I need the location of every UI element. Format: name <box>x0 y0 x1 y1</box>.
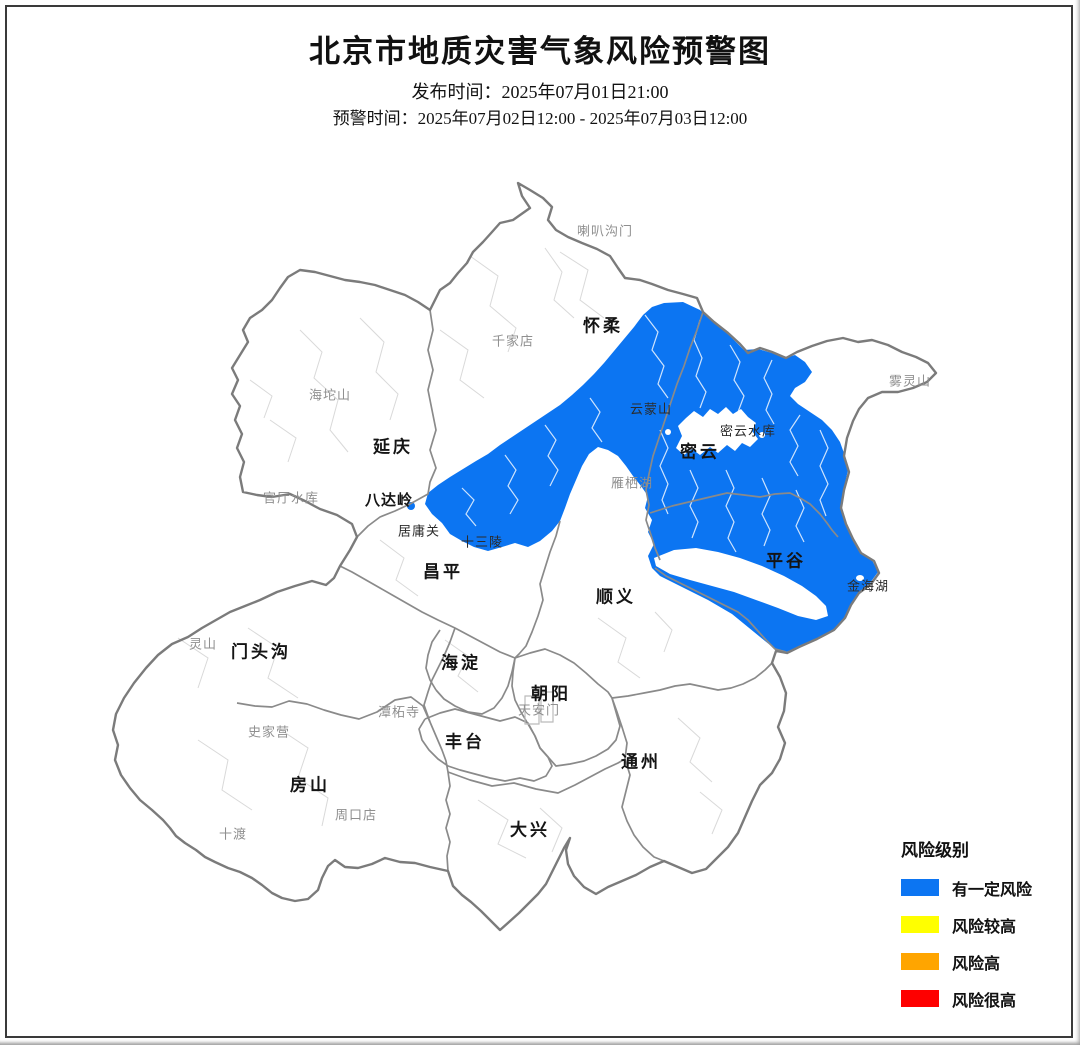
page-title: 北京市地质灾害气象风险预警图 <box>309 34 771 69</box>
map-label-wulingshan: 雾灵山 <box>889 374 931 389</box>
map-label-fangshan: 房山 <box>290 775 330 795</box>
map-label-haituoshan: 海坨山 <box>309 388 351 403</box>
reservoir-speck-1 <box>665 429 671 435</box>
map-label-shisanling: 十三陵 <box>461 535 503 550</box>
map-label-miyun: 密云 <box>680 442 720 462</box>
legend-label-higher-risk: 风险较高 <box>952 918 1017 936</box>
map-label-miyun-reservoir: 密云水库 <box>720 424 776 439</box>
map-label-shidu: 十渡 <box>219 827 247 842</box>
map-label-huairou: 怀柔 <box>583 317 623 336</box>
reservoir-speck-2 <box>759 432 765 438</box>
map-label-haidian: 海淀 <box>441 653 481 673</box>
map-label-qianjiadian: 千家店 <box>492 334 534 349</box>
map-label-tiananmen: 天安门 <box>518 703 560 718</box>
legend-swatch-orange <box>901 953 939 970</box>
legend-label-very-high-risk: 风险很高 <box>952 992 1017 1010</box>
map-label-tanzhesi: 潭柘寺 <box>378 705 420 720</box>
map-label-jinhaihu: 金海湖 <box>847 579 889 594</box>
map-label-juyongguan: 居庸关 <box>398 524 440 539</box>
map-label-badaling: 八达岭 <box>364 491 413 509</box>
map-label-zhoukoudian: 周口店 <box>335 808 377 823</box>
map-label-changping: 昌平 <box>423 563 463 582</box>
legend-label-high-risk: 风险高 <box>952 955 1001 973</box>
publish-time: 发布时间：2025年07月01日21:00 <box>411 82 669 102</box>
map-label-pinggu: 平谷 <box>766 552 806 571</box>
map-label-daxing: 大兴 <box>510 820 550 840</box>
legend-label-some-risk: 有一定风险 <box>952 881 1033 899</box>
map-label-lingshan: 灵山 <box>189 637 217 652</box>
legend-row-some-risk: 有一定风险 <box>901 879 1066 899</box>
map-label-tongzhou: 通州 <box>621 753 661 772</box>
legend-title: 风险级别 <box>901 841 969 860</box>
map-label-labagoumen: 喇叭沟门 <box>577 224 633 239</box>
legend-swatch-yellow <box>901 916 939 933</box>
map-label-shunyi: 顺义 <box>596 587 636 607</box>
map-label-yanqihu: 雁栖湖 <box>611 476 653 491</box>
warning-time: 预警时间：2025年07月02日12:00 - 2025年07月03日12:00 <box>332 109 748 128</box>
beijing-outer-boundary <box>111 181 938 932</box>
legend-swatch-blue <box>901 879 939 896</box>
map-label-guanting-reservoir: 官厅水库 <box>263 491 319 506</box>
map-label-mentougou: 门头沟 <box>231 642 291 662</box>
legend-row-high-risk: 风险高 <box>901 953 1066 973</box>
legend-swatch-red <box>901 990 939 1007</box>
risk-zone-blue <box>425 302 878 652</box>
jinhaihu-lake <box>856 575 864 581</box>
legend-row-higher-risk: 风险较高 <box>901 916 1066 936</box>
map-label-shijiaying: 史家营 <box>248 725 290 740</box>
legend-row-very-high-risk: 风险很高 <box>901 990 1066 1010</box>
map-label-chaoyang: 朝阳 <box>531 684 571 704</box>
map-labels: 怀柔 延庆 八达岭 昌平 密云 平谷 顺义 海淀 朝阳 丰台 通州 门头沟 房山… <box>189 224 931 842</box>
map-label-yunmengshan: 云蒙山 <box>630 402 672 417</box>
risk-legend: 风险级别 有一定风险 风险较高 风险高 风险很高 <box>901 836 1066 1027</box>
district-boundaries <box>236 309 839 872</box>
map-label-yanqing: 延庆 <box>372 437 413 457</box>
map-label-fengtai: 丰台 <box>445 732 485 752</box>
township-lines <box>177 247 723 859</box>
